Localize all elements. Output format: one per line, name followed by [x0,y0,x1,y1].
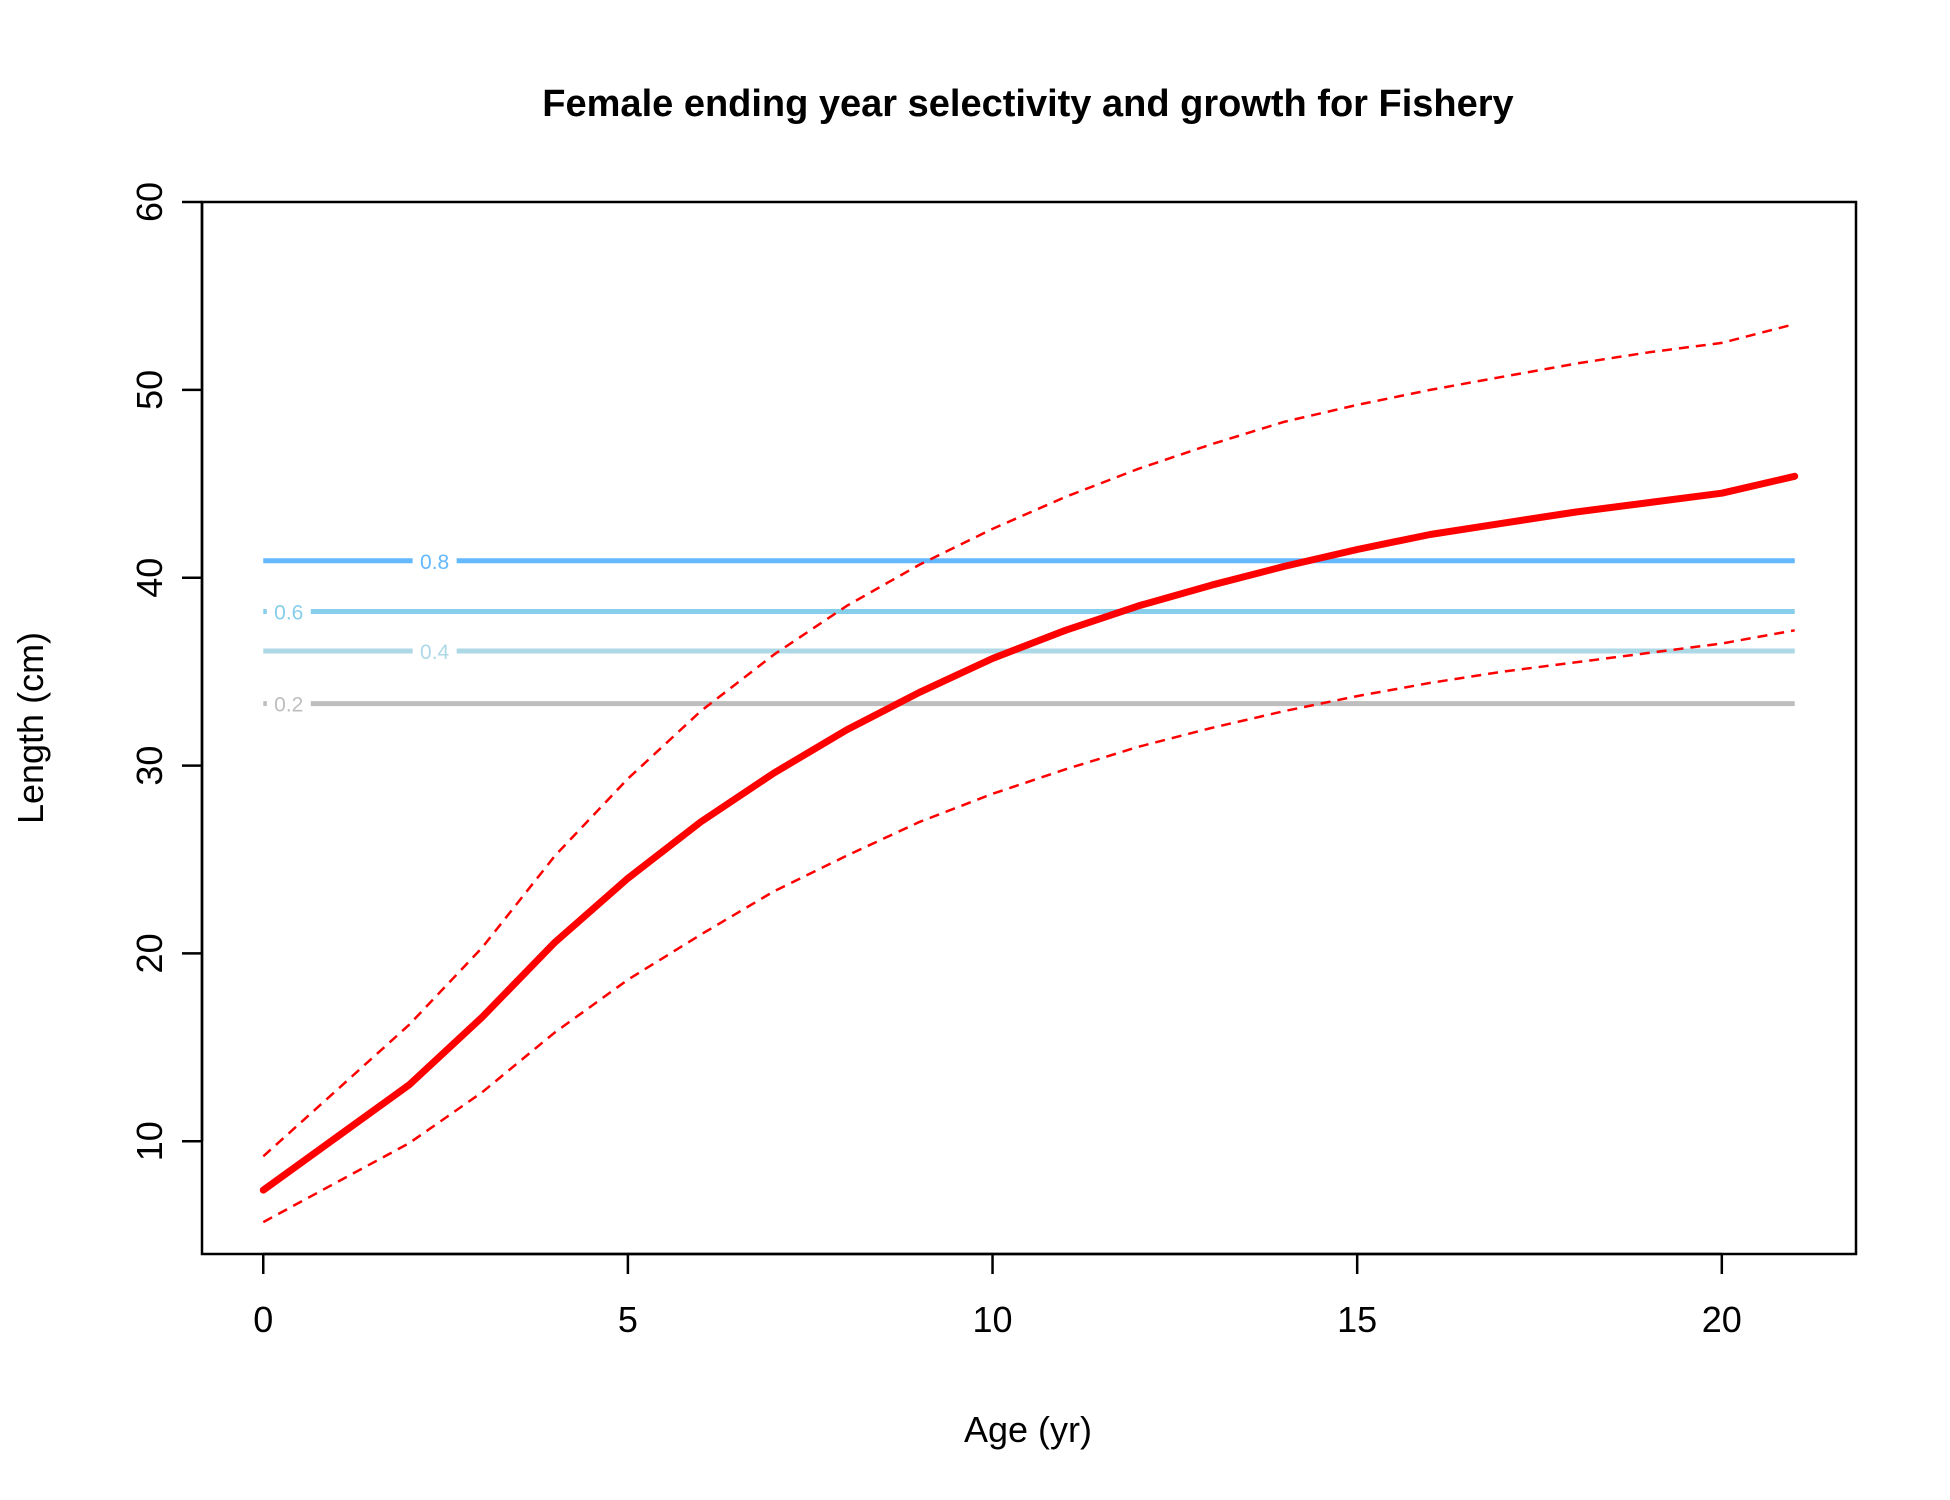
contour-label-0-8: 0.8 [420,551,449,574]
y-tick-label-40: 40 [129,558,170,598]
y-tick-label-30: 30 [129,746,170,786]
lower-interval-line [262,629,1795,1224]
x-tick-label-0: 0 [253,1299,273,1340]
chart-title: Female ending year selectivity and growt… [542,83,1513,125]
x-axis: 0 5 10 15 20 [253,1252,1742,1340]
mean-length-line [259,472,1799,1194]
contour-label-0-4: 0.4 [420,641,450,664]
x-axis-label: Age (yr) [964,1409,1092,1450]
contour-label-0-6: 0.6 [274,602,303,625]
y-tick-label-50: 50 [129,370,170,410]
y-axis: 10 20 30 40 50 60 [129,182,204,1161]
plot-box [200,200,1858,1256]
upper-interval-line [262,322,1796,1158]
x-tick-label-20: 20 [1702,1299,1742,1340]
growth-series [259,322,1799,1224]
y-axis-label: Length (cm) [10,632,51,824]
selectivity-contours: 0.8 0.6 0.4 0.2 [263,551,1795,717]
x-tick-label-10: 10 [973,1299,1013,1340]
y-tick-label-60: 60 [129,182,170,222]
x-tick-label-15: 15 [1337,1299,1377,1340]
contour-label-0-2: 0.2 [274,694,303,717]
x-tick-label-5: 5 [618,1299,638,1340]
y-tick-label-10: 10 [129,1121,170,1161]
y-tick-label-20: 20 [129,933,170,973]
